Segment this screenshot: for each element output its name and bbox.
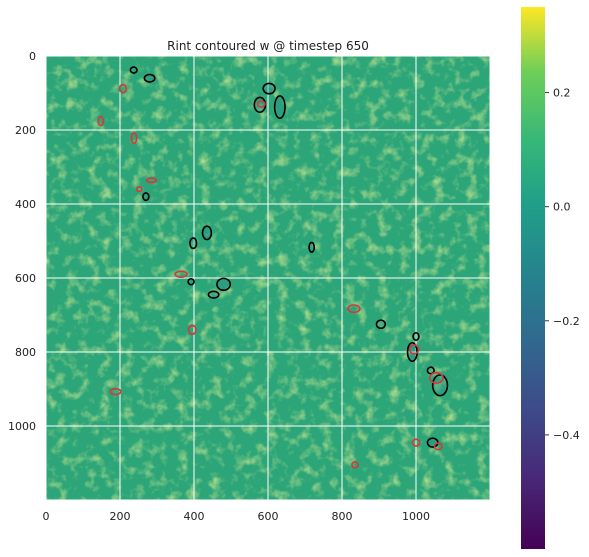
- contour-red: [145, 177, 158, 184]
- contour-black: [142, 192, 150, 202]
- y-tick-label: 400: [15, 198, 36, 211]
- contour-black: [187, 277, 195, 286]
- x-tick-label: 200: [110, 510, 131, 523]
- heatmap-plot-area: [46, 56, 490, 500]
- x-tick-label: 1000: [402, 510, 430, 523]
- colorbar: [521, 7, 545, 549]
- contour-red: [174, 270, 188, 279]
- x-tick-label: 0: [43, 510, 50, 523]
- contour-red: [347, 304, 361, 314]
- contour-black: [431, 374, 449, 397]
- chart-title: Rint contoured w @ timestep 650: [167, 39, 369, 53]
- colorbar-tick-label: −0.4: [553, 429, 580, 442]
- contour-black: [262, 82, 276, 95]
- contour-red: [433, 442, 443, 451]
- contour-red: [351, 461, 359, 469]
- y-tick-label: 800: [15, 346, 36, 359]
- x-tick-label: 600: [258, 510, 279, 523]
- colorbar-tick-label: 0.0: [553, 201, 571, 214]
- x-tick-label: 400: [184, 510, 205, 523]
- contour-black: [216, 277, 232, 292]
- y-tick-label: 200: [15, 124, 36, 137]
- y-tick-label: 600: [15, 272, 36, 285]
- contour-black: [201, 225, 213, 241]
- contour-black: [412, 331, 420, 341]
- contour-red: [109, 387, 122, 396]
- contour-black: [375, 319, 387, 330]
- contour-black: [308, 241, 316, 253]
- x-axis-ticks: 0 200 400 600 800 1000: [43, 510, 431, 523]
- contour-black: [143, 73, 156, 83]
- colorbar-ticks: 0.2 0.0 −0.2 −0.4: [545, 87, 580, 442]
- contour-red: [411, 438, 421, 447]
- grid-lines: [46, 56, 490, 500]
- contour-red: [428, 371, 444, 384]
- contour-red: [408, 344, 420, 355]
- contour-red: [187, 324, 197, 336]
- contour-red: [118, 83, 128, 94]
- y-tick-label: 1000: [8, 420, 36, 433]
- y-tick-label: 0: [29, 50, 36, 63]
- colorbar-tick-label: −0.2: [553, 315, 580, 328]
- contour-black: [207, 290, 220, 299]
- contour-black: [426, 366, 435, 375]
- plot-frame: [45, 55, 491, 501]
- y-axis-ticks: 0 200 400 600 800 1000: [8, 50, 36, 433]
- contour-red: [135, 186, 143, 193]
- colorbar-tick-label: 0.2: [553, 87, 571, 100]
- contour-layer: [97, 66, 449, 469]
- contour-red: [97, 115, 105, 127]
- contour-black: [273, 95, 286, 119]
- contour-black: [189, 237, 198, 250]
- contour-black: [129, 66, 138, 74]
- x-tick-label: 800: [332, 510, 353, 523]
- contour-red: [130, 132, 138, 145]
- contour-red: [256, 100, 266, 108]
- contour-black: [253, 96, 267, 114]
